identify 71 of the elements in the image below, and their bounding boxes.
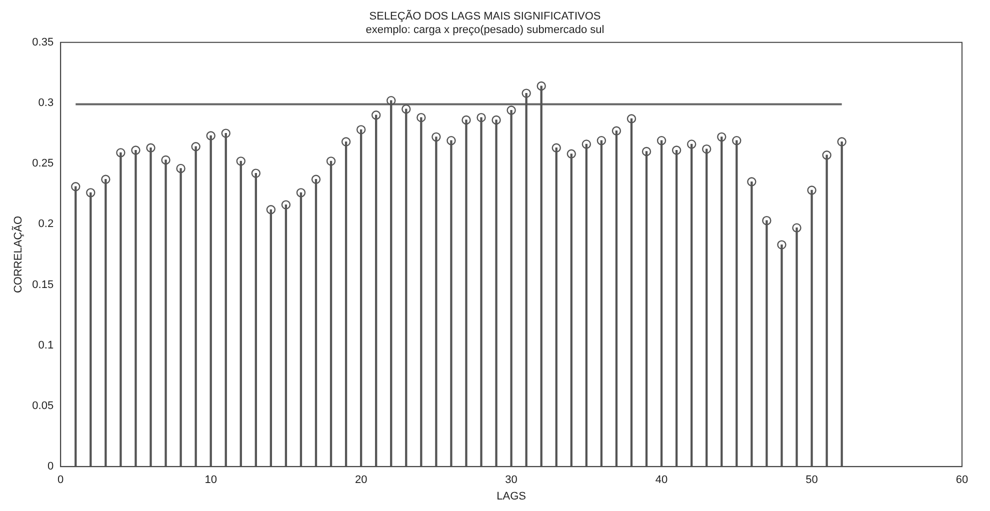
y-tick-label: 0.35 <box>32 36 54 48</box>
point <box>762 216 772 226</box>
point <box>341 137 351 146</box>
x-tick-label: 0 <box>58 474 64 486</box>
y-tick-label: 0.1 <box>38 339 54 352</box>
point <box>536 81 546 91</box>
point <box>552 143 561 152</box>
point <box>281 200 291 210</box>
x-tick-label: 10 <box>204 474 217 486</box>
point <box>822 150 832 160</box>
point <box>116 148 126 158</box>
point <box>596 136 606 146</box>
point <box>717 132 726 142</box>
point <box>582 140 592 149</box>
point <box>522 88 531 98</box>
y-tick-label: 0.05 <box>32 400 54 412</box>
point <box>206 131 216 140</box>
point <box>777 240 786 250</box>
point <box>672 146 682 155</box>
point <box>221 128 230 138</box>
point <box>146 143 156 152</box>
point <box>71 182 80 192</box>
point <box>326 156 336 166</box>
point <box>807 186 816 195</box>
point <box>492 115 501 125</box>
point <box>191 142 200 152</box>
y-axis-title: CORRELAÇÃO <box>12 216 25 294</box>
point <box>296 188 306 198</box>
point <box>356 125 366 134</box>
point <box>161 155 170 165</box>
y-tick-label: 0.2 <box>38 218 54 230</box>
point <box>642 146 652 156</box>
point <box>176 164 186 174</box>
point <box>251 168 261 178</box>
point <box>402 104 411 114</box>
point <box>792 223 802 232</box>
point <box>416 112 426 122</box>
x-tick-label: 60 <box>956 474 968 486</box>
point <box>101 174 110 184</box>
y-tick-label: 0.15 <box>32 278 54 291</box>
point <box>837 137 846 146</box>
point <box>626 114 636 124</box>
x-tick-label: 20 <box>354 474 368 486</box>
point <box>86 188 96 198</box>
point <box>432 132 441 142</box>
x-axis-title: LAGS <box>496 490 526 502</box>
point <box>386 96 396 106</box>
point <box>747 177 756 186</box>
y-tick-label: 0.3 <box>38 97 54 110</box>
point <box>702 144 712 154</box>
point <box>266 205 276 214</box>
point <box>732 136 742 146</box>
point <box>686 140 696 149</box>
point <box>462 115 471 125</box>
point <box>236 156 246 166</box>
y-tick-label: 0.25 <box>32 158 54 170</box>
point <box>371 110 381 120</box>
x-tick-label: 40 <box>655 474 668 486</box>
x-tick-label: 50 <box>806 474 818 486</box>
point <box>476 112 486 122</box>
chart-subtitle: exemplo: carga x preço(pesado) submercado sul <box>366 24 604 36</box>
point <box>446 136 456 146</box>
x-tick-label: 30 <box>505 474 518 486</box>
y-tick-label: 0 <box>47 460 54 473</box>
point <box>311 174 321 184</box>
point <box>131 146 140 155</box>
point <box>566 149 576 159</box>
point <box>656 136 666 146</box>
chart-title: SELEÇÃO DOS LAGS MAIS SIGNIFICATIVOS <box>369 10 601 23</box>
point <box>506 106 516 115</box>
point <box>612 126 622 136</box>
